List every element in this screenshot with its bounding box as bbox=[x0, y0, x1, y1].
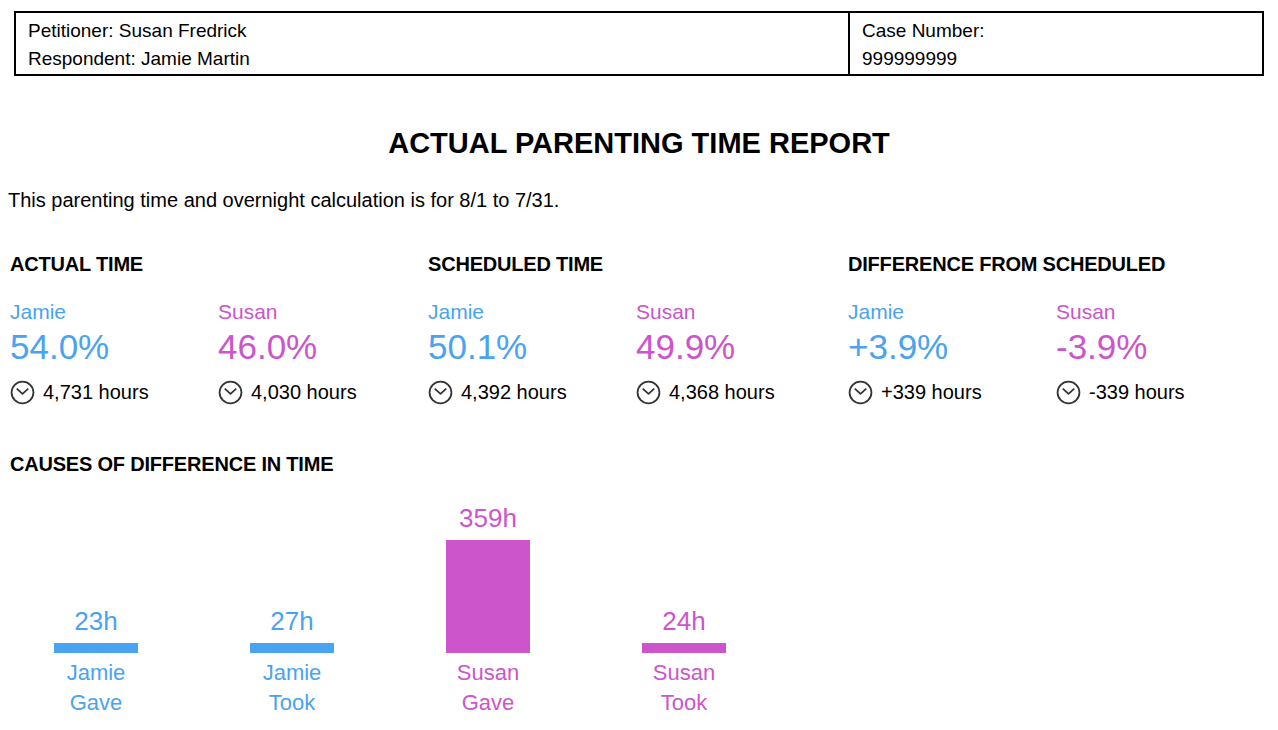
clock-icon bbox=[10, 380, 35, 405]
clock-icon bbox=[218, 380, 243, 405]
scheduled-jamie-column: Jamie 50.1% 4,392 hours bbox=[428, 300, 636, 405]
hours-row: +339 hours bbox=[848, 380, 1056, 405]
hours-value: 4,030 hours bbox=[251, 381, 357, 404]
hours-value: +339 hours bbox=[881, 381, 982, 404]
hours-row: 4,030 hours bbox=[218, 380, 426, 405]
hours-value: 4,368 hours bbox=[669, 381, 775, 404]
section-difference-from-scheduled: DIFFERENCE FROM SCHEDULED Jamie +3.9% +3… bbox=[848, 253, 1264, 405]
bar-category-susan-gave: Susan Gave bbox=[408, 658, 568, 718]
difference-jamie-column: Jamie +3.9% +339 hours bbox=[848, 300, 1056, 405]
respondent-line: Respondent: Jamie Martin bbox=[28, 45, 848, 73]
hours-value: -339 hours bbox=[1089, 381, 1185, 404]
actual-jamie-column: Jamie 54.0% 4,731 hours bbox=[10, 300, 218, 405]
bar-group-susan-gave: 359hSusan Gave bbox=[428, 500, 548, 653]
actual-susan-column: Susan 46.0% 4,030 hours bbox=[218, 300, 426, 405]
section-scheduled-time: SCHEDULED TIME Jamie 50.1% 4,392 hours S… bbox=[428, 253, 844, 405]
case-number-label: Case Number: bbox=[862, 17, 1262, 45]
bar-category-jamie-took: Jamie Took bbox=[212, 658, 372, 718]
percent-value: -3.9% bbox=[1056, 326, 1264, 368]
parent-name: Jamie bbox=[428, 300, 636, 324]
percent-value: 49.9% bbox=[636, 326, 844, 368]
bar-group-jamie-took: 27hJamie Took bbox=[232, 500, 352, 653]
parent-name: Susan bbox=[1056, 300, 1264, 324]
bar-group-jamie-gave: 23hJamie Gave bbox=[36, 500, 156, 653]
bar-category-jamie-gave: Jamie Gave bbox=[16, 658, 176, 718]
page-title: ACTUAL PARENTING TIME REPORT bbox=[0, 127, 1278, 160]
parent-name: Susan bbox=[218, 300, 426, 324]
causes-chart-heading: CAUSES OF DIFFERENCE IN TIME bbox=[10, 453, 333, 476]
difference-heading: DIFFERENCE FROM SCHEDULED bbox=[848, 253, 1264, 276]
bar-value-jamie-took: 27h bbox=[270, 606, 313, 636]
percent-value: 50.1% bbox=[428, 326, 636, 368]
bar-jamie-took bbox=[250, 643, 334, 653]
case-number-value: 999999999 bbox=[862, 45, 1262, 73]
parent-name: Jamie bbox=[848, 300, 1056, 324]
clock-icon bbox=[848, 380, 873, 405]
parties-cell: Petitioner: Susan Fredrick Respondent: J… bbox=[16, 13, 850, 74]
case-number-cell: Case Number: 999999999 bbox=[850, 13, 1262, 74]
petitioner-line: Petitioner: Susan Fredrick bbox=[28, 17, 848, 45]
bar-value-susan-took: 24h bbox=[662, 606, 705, 636]
clock-icon bbox=[636, 380, 661, 405]
bar-group-susan-took: 24hSusan Took bbox=[624, 500, 744, 653]
hours-value: 4,392 hours bbox=[461, 381, 567, 404]
bar-jamie-gave bbox=[54, 643, 138, 653]
causes-difference-chart: 23hJamie Gave 27hJamie Took 359hSusan Gave… bbox=[36, 500, 744, 653]
bar-susan-took bbox=[642, 643, 726, 653]
section-actual-time: ACTUAL TIME Jamie 54.0% 4,731 hours Susa… bbox=[10, 253, 426, 405]
percent-value: 46.0% bbox=[218, 326, 426, 368]
case-header-table: Petitioner: Susan Fredrick Respondent: J… bbox=[14, 11, 1264, 76]
report-date-range: This parenting time and overnight calcul… bbox=[8, 189, 559, 212]
parent-name: Susan bbox=[636, 300, 844, 324]
bar-value-jamie-gave: 23h bbox=[74, 606, 117, 636]
hours-value: 4,731 hours bbox=[43, 381, 149, 404]
scheduled-time-heading: SCHEDULED TIME bbox=[428, 253, 844, 276]
hours-row: 4,731 hours bbox=[10, 380, 218, 405]
actual-time-heading: ACTUAL TIME bbox=[10, 253, 426, 276]
bar-value-susan-gave: 359h bbox=[459, 503, 517, 533]
scheduled-susan-column: Susan 49.9% 4,368 hours bbox=[636, 300, 844, 405]
clock-icon bbox=[1056, 380, 1081, 405]
percent-value: 54.0% bbox=[10, 326, 218, 368]
bar-category-susan-took: Susan Took bbox=[604, 658, 764, 718]
percent-value: +3.9% bbox=[848, 326, 1056, 368]
parent-name: Jamie bbox=[10, 300, 218, 324]
difference-susan-column: Susan -3.9% -339 hours bbox=[1056, 300, 1264, 405]
hours-row: -339 hours bbox=[1056, 380, 1264, 405]
clock-icon bbox=[428, 380, 453, 405]
hours-row: 4,392 hours bbox=[428, 380, 636, 405]
bar-susan-gave bbox=[446, 540, 530, 653]
hours-row: 4,368 hours bbox=[636, 380, 844, 405]
